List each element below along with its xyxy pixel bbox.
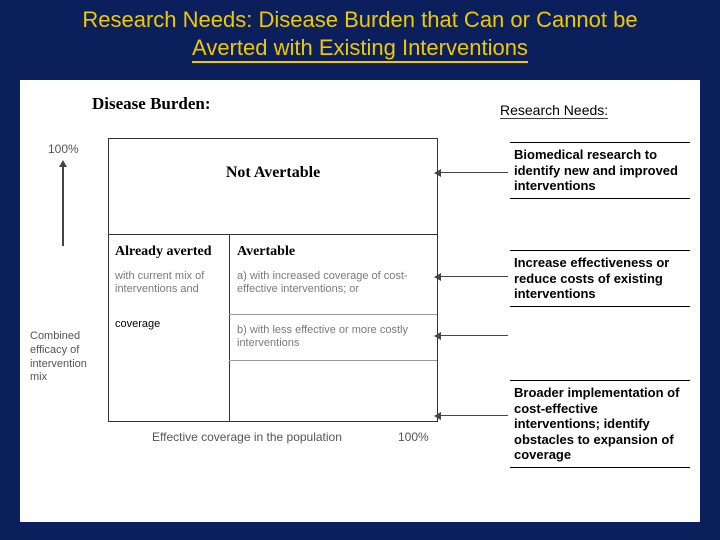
need-box-increase-effectiveness: Increase effectiveness or reduce costs o… — [510, 250, 690, 307]
chart-box: Not Avertable Already averted Avertable … — [108, 138, 438, 422]
content-area: Disease Burden: Research Needs: 100% Com… — [20, 80, 700, 522]
y-axis-arrow — [62, 166, 64, 246]
disease-burden-heading: Disease Burden: — [92, 94, 211, 114]
chart-hline-a — [229, 314, 437, 315]
x-axis-100-label: 100% — [398, 430, 429, 444]
y-axis-100-label: 100% — [48, 142, 79, 156]
y-axis-label: Combined efficacy of intervention mix — [30, 330, 90, 385]
title-line-1: Research Needs: Disease Burden that Can … — [10, 6, 710, 34]
arrow-to-option-a — [440, 335, 508, 336]
arrow-to-not-avertable — [440, 172, 508, 173]
chart-horizontal-separator — [109, 234, 437, 235]
already-averted-sublabel-1: with current mix of interventions and — [115, 270, 225, 296]
research-needs-heading: Research Needs: — [500, 102, 608, 119]
need-box-biomedical-research: Biomedical research to identify new and … — [510, 142, 690, 199]
title-line-2: Averted with Existing Interventions — [192, 35, 528, 63]
arrow-to-avertable — [440, 276, 508, 277]
chart-vertical-separator — [229, 234, 230, 421]
arrow-to-option-b — [440, 415, 508, 416]
already-averted-label: Already averted — [115, 244, 227, 260]
need-box-broader-implementation: Broader implementation of cost-effective… — [510, 380, 690, 468]
slide-title: Research Needs: Disease Burden that Can … — [0, 0, 720, 63]
already-averted-sublabel-2: coverage — [115, 318, 160, 331]
avertable-label: Avertable — [237, 244, 295, 260]
x-axis-label: Effective coverage in the population — [152, 430, 342, 444]
chart-hline-b — [229, 360, 437, 361]
avertable-option-b: b) with less effective or more costly in… — [237, 324, 433, 350]
not-avertable-label: Not Avertable — [109, 164, 437, 182]
avertable-option-a: a) with increased coverage of cost-effec… — [237, 270, 433, 296]
